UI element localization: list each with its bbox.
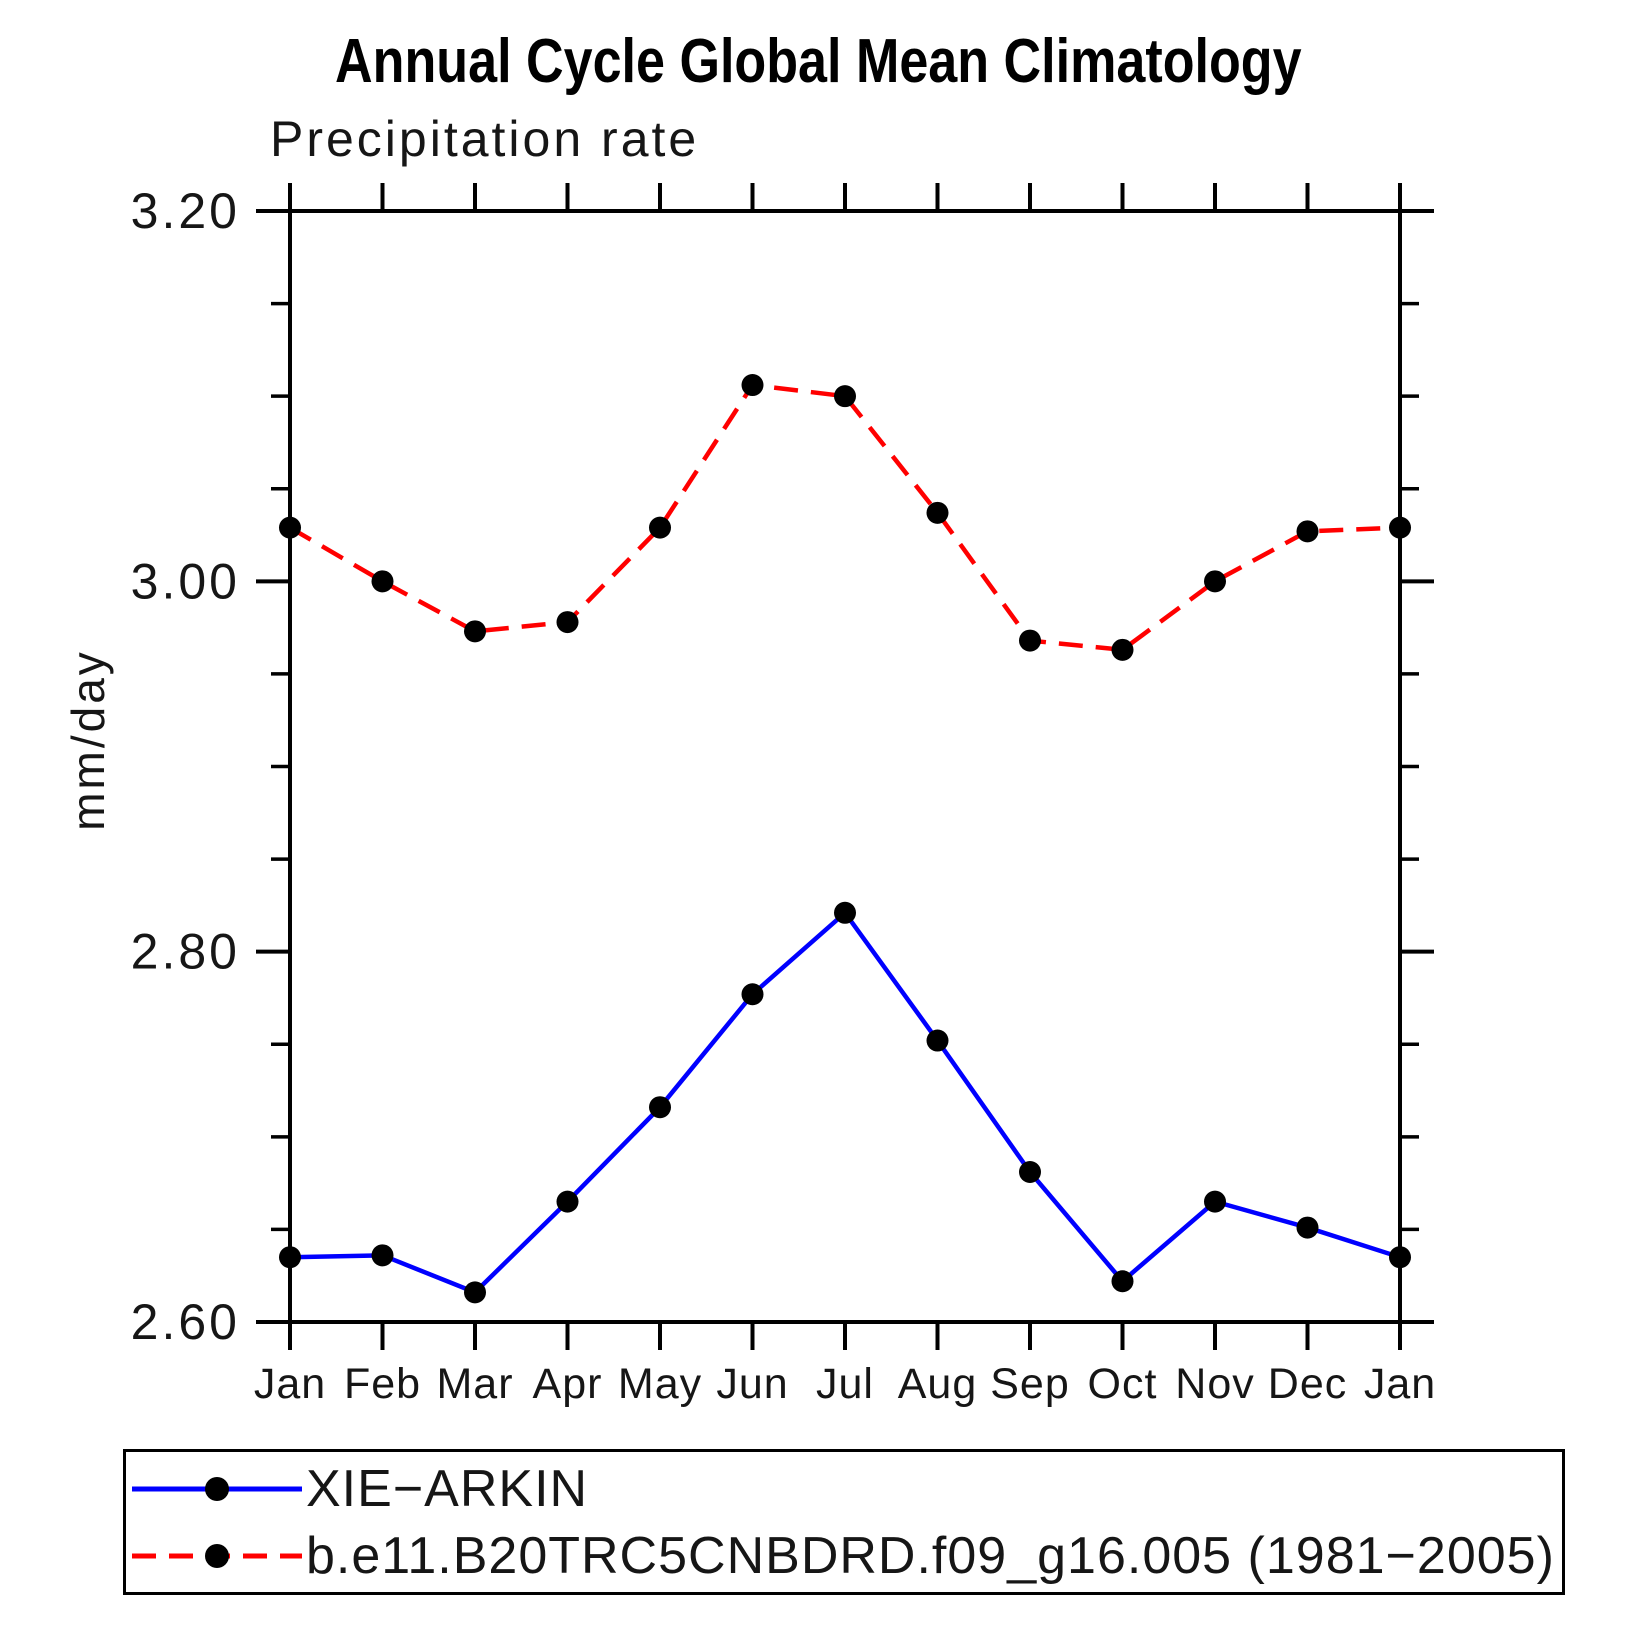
- x-tick-label: Apr: [533, 1360, 603, 1408]
- data-point-xie-arkin: [556, 1190, 579, 1213]
- data-point-xie-arkin: [371, 1244, 394, 1267]
- chart-subtitle: Precipitation rate: [270, 111, 700, 167]
- data-point-xie-arkin: [1204, 1190, 1226, 1213]
- data-point-model-b-e11: [556, 611, 579, 634]
- precipitation-rate-chart: Jan Feb Mar Apr May Jun Jul Aug Sep Oct Nov Dec Jan 2…: [131, 183, 1436, 1408]
- x-tick-label: Dec: [1268, 1360, 1347, 1408]
- plot-border: [288, 209, 1402, 1324]
- y-tick-label: 3.00: [131, 553, 240, 609]
- data-point-xie-arkin: [741, 983, 764, 1006]
- legend-item-xie-arkin: XIE−ARKIN: [128, 1457, 588, 1521]
- x-tick-label: Feb: [344, 1360, 421, 1408]
- data-point-model-b-e11: [649, 516, 671, 539]
- y-tick-label: 2.60: [131, 1294, 240, 1350]
- data-point-model-b-e11: [741, 374, 764, 397]
- data-point-model-b-e11: [1111, 638, 1134, 661]
- x-tick-label: Oct: [1088, 1360, 1158, 1408]
- y-tick-label: 3.20: [131, 183, 240, 239]
- x-tick-label: Jul: [816, 1360, 874, 1408]
- data-point-model-b-e11: [1389, 516, 1411, 539]
- x-tick-label: Sep: [990, 1360, 1070, 1408]
- legend-item-label: b.e11.B20TRC5CNBDRD.f09_g16.005 (1981−20…: [306, 1527, 1555, 1585]
- data-point-xie-arkin: [1019, 1161, 1041, 1184]
- data-point-xie-arkin: [1389, 1246, 1411, 1269]
- series-line-xie-arkin: [289, 909, 1401, 1296]
- legend-item-label: XIE−ARKIN: [306, 1460, 589, 1518]
- x-tick-label: Nov: [1175, 1360, 1254, 1408]
- series-line-model-b-e11: [288, 382, 1401, 653]
- data-point-xie-arkin: [834, 901, 856, 924]
- legend-marker-dot-icon: [205, 1477, 229, 1501]
- x-tick-label: Jan: [1364, 1360, 1436, 1408]
- data-point-model-b-e11: [834, 385, 856, 408]
- x-tick-label: Mar: [436, 1360, 513, 1408]
- data-point-xie-arkin: [649, 1096, 671, 1119]
- data-point-model-b-e11: [926, 501, 949, 524]
- legend-box: XIE−ARKIN b.e11.B20TRC5CNBDRD.f09_g16.00…: [123, 1449, 1565, 1595]
- legend-line-sample-solid-icon: [132, 1477, 302, 1501]
- data-point-xie-arkin: [1111, 1270, 1134, 1293]
- x-tick-label: Jan: [254, 1360, 326, 1408]
- chart-title-text: Annual Cycle Global Mean Climatology: [334, 27, 1302, 96]
- data-point-xie-arkin: [279, 1246, 301, 1269]
- data-point-model-b-e11: [371, 570, 394, 593]
- y-tick-label: 2.80: [131, 924, 240, 980]
- data-point-xie-arkin: [1296, 1216, 1319, 1239]
- x-tick-label: Jun: [716, 1360, 788, 1408]
- data-point-model-b-e11: [279, 516, 301, 539]
- data-point-model-b-e11: [464, 620, 486, 643]
- data-point-xie-arkin: [926, 1029, 949, 1052]
- data-point-model-b-e11: [1296, 520, 1319, 543]
- x-tick-label: Aug: [898, 1360, 978, 1408]
- data-point-xie-arkin: [464, 1281, 486, 1304]
- chart-title: Annual Cycle Global Mean Climatology: [0, 26, 1636, 97]
- legend-marker-dot-icon: [205, 1544, 229, 1568]
- data-point-model-b-e11: [1204, 570, 1226, 593]
- x-tick-label: May: [618, 1360, 702, 1408]
- legend-line-sample-dashed-icon: [132, 1544, 302, 1568]
- data-point-model-b-e11: [1019, 629, 1041, 652]
- legend-item-model: b.e11.B20TRC5CNBDRD.f09_g16.005 (1981−20…: [128, 1524, 1555, 1588]
